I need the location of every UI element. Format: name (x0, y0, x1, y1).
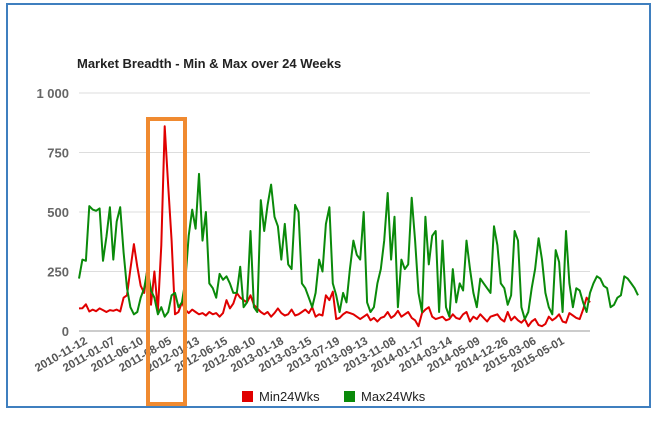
legend: Min24Wks Max24Wks (242, 389, 426, 404)
chart-canvas: Market Breadth - Min & Max over 24 Weeks… (33, 56, 639, 406)
legend-swatch (242, 391, 253, 402)
series-line-max24wks (78, 172, 639, 321)
y-tick-label: 0 (62, 324, 69, 339)
chart-title: Market Breadth - Min & Max over 24 Weeks (77, 56, 341, 71)
legend-swatch (344, 391, 355, 402)
x-axis-ticks: 2010-11-122011-01-072011-06-102011-08-05… (33, 335, 567, 375)
series-line-min24wks (78, 125, 591, 328)
legend-label: Max24Wks (361, 389, 426, 404)
chart-frame: Market Breadth - Min & Max over 24 Weeks… (6, 3, 651, 408)
series-lines (78, 125, 639, 328)
legend-label: Min24Wks (259, 389, 320, 404)
y-tick-label: 750 (47, 146, 69, 161)
y-tick-label: 1 000 (36, 86, 69, 101)
y-axis-ticks: 0 250 500 750 1 000 (36, 86, 69, 339)
y-tick-label: 500 (47, 205, 69, 220)
y-tick-label: 250 (47, 265, 69, 280)
highlight-box (146, 117, 187, 406)
